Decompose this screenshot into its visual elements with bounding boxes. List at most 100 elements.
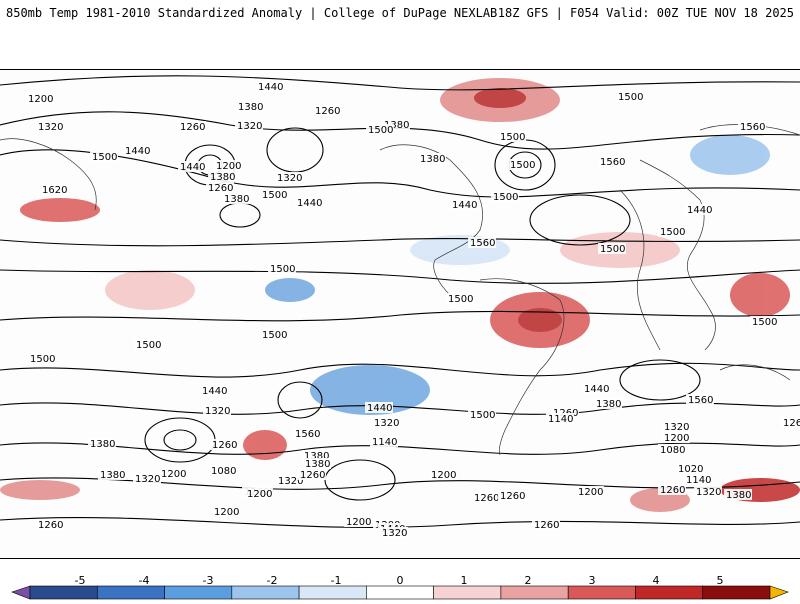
contour-label: 1440 xyxy=(258,82,283,93)
colorbar-segment xyxy=(29,585,98,600)
contour-label: 1500 xyxy=(262,190,287,201)
colorbar-segment xyxy=(702,585,771,600)
contour-label-bg xyxy=(532,519,560,530)
contour-label-bg xyxy=(468,409,496,420)
contour-label-bg xyxy=(694,486,722,497)
contour-label: 1380 xyxy=(596,399,621,410)
contour-label-bg xyxy=(293,428,321,439)
contour-label: 1200 xyxy=(664,433,689,444)
contour-label-bg xyxy=(298,469,326,480)
contour-label-bg xyxy=(256,81,284,92)
colorbar-segment xyxy=(231,585,300,600)
contour-label: 1500 xyxy=(500,132,525,143)
contour-label-bg xyxy=(178,121,206,132)
contour-label: 1560 xyxy=(600,157,625,168)
contour-label: 1380 xyxy=(726,490,751,501)
contour-label-bg xyxy=(468,237,496,248)
map-title: 850mb Temp 1981-2010 Standardized Anomal… xyxy=(6,6,498,20)
cold-anomaly-central xyxy=(265,278,315,302)
contour-label: 1500 xyxy=(368,125,393,136)
contour-label-bg xyxy=(472,492,500,503)
contour-label-bg xyxy=(235,120,263,131)
contour-label-bg xyxy=(598,156,626,167)
warm-anomaly-south-pacific xyxy=(243,430,287,460)
colorbar-segment xyxy=(164,585,233,600)
contour-label-bg xyxy=(498,490,526,501)
contour-label: 1500 xyxy=(270,264,295,275)
contour-label-bg xyxy=(546,413,574,424)
contour-label: 1380 xyxy=(420,154,445,165)
contour-label: 1500 xyxy=(30,354,55,365)
contour-label: 1440 xyxy=(584,384,609,395)
contour-label: 1500 xyxy=(493,192,518,203)
contour-label-bg xyxy=(446,293,474,304)
colorbar-segment xyxy=(96,585,165,600)
contour-label-bg xyxy=(344,516,372,527)
contour-label-bg xyxy=(372,417,400,428)
contour-label: 1500 xyxy=(470,410,495,421)
contour-label-bg xyxy=(551,407,579,418)
contour-label: 1320 xyxy=(278,476,303,487)
colorbar-max-arrow xyxy=(769,585,789,600)
contour-label-bg xyxy=(429,469,457,480)
contour-label: 1320 xyxy=(664,422,689,433)
contour-label-bg xyxy=(40,184,68,195)
contour-label-bg xyxy=(582,383,610,394)
contour-label: 1260 xyxy=(783,418,800,429)
contour-label-bg xyxy=(370,436,398,447)
contour-label: 1560 xyxy=(688,395,713,406)
contour-label: 1140 xyxy=(372,437,397,448)
contour-label: 1320 xyxy=(696,487,721,498)
contour-label-bg xyxy=(245,488,273,499)
contour-label: 1440 xyxy=(297,198,322,209)
contour-label-bg xyxy=(212,506,240,517)
map-panel: 1440 1200 1380 1260 1320 1380 1260 1320 1500 1440… xyxy=(0,69,800,559)
contour-label: 1320 xyxy=(382,528,407,539)
contour-label-bg xyxy=(380,527,408,538)
colorbar-tick-label: -1 xyxy=(330,574,342,587)
contour-label-bg xyxy=(598,243,626,254)
contour-label-bg xyxy=(418,153,446,164)
colorbar xyxy=(0,585,800,600)
contour-label: 1260 xyxy=(660,485,685,496)
contour-label-bg xyxy=(203,405,231,416)
contour-label: 1380 xyxy=(90,439,115,450)
contour-label-bg xyxy=(662,432,690,443)
contour-label-bg xyxy=(303,458,331,469)
colorbar-tick-label: 0 xyxy=(396,574,404,587)
contour-label: 1500 xyxy=(262,330,287,341)
contour-label-bg xyxy=(210,439,238,450)
contour-label: 1380 xyxy=(210,172,235,183)
contour-label: 1200 xyxy=(578,487,603,498)
contour-label-bg xyxy=(276,475,304,486)
contour-label: 1200 xyxy=(346,517,371,528)
contour-label-bg xyxy=(28,353,56,364)
contour-label-bg xyxy=(90,151,118,162)
colorbar-tick-label: -5 xyxy=(74,574,86,587)
colorbar-segment xyxy=(500,585,569,600)
contour-label: 1260 xyxy=(208,183,233,194)
contour-label-bg xyxy=(302,450,330,461)
contour-label: 1560 xyxy=(470,238,495,249)
contour-label-bg xyxy=(676,463,704,474)
anomaly-shading xyxy=(0,78,800,512)
colorbar-min-arrow xyxy=(11,585,31,600)
contour-label: 1080 xyxy=(660,445,685,456)
run-info: 18Z GFS | F054 Valid: 00Z TUE NOV 18 202… xyxy=(497,6,794,20)
contour-label: 1200 xyxy=(214,507,239,518)
contour-label: 1200 xyxy=(431,470,456,481)
contour-label-bg xyxy=(36,519,64,530)
contour-label: 1500 xyxy=(752,317,777,328)
contour-label: 1380 xyxy=(304,451,329,462)
contour-label: 1320 xyxy=(38,122,63,133)
contour-label-bg xyxy=(594,398,622,409)
warm-anomaly-siberia xyxy=(20,198,100,222)
contour-label: 1260 xyxy=(474,493,499,504)
colorbar-segment xyxy=(567,585,636,600)
contour-label: 1500 xyxy=(600,244,625,255)
contour-label: 1320 xyxy=(237,121,262,132)
contour-label: 1500 xyxy=(136,340,161,351)
colorbar-tick-label: -4 xyxy=(138,574,150,587)
contour-label: 1320 xyxy=(374,418,399,429)
